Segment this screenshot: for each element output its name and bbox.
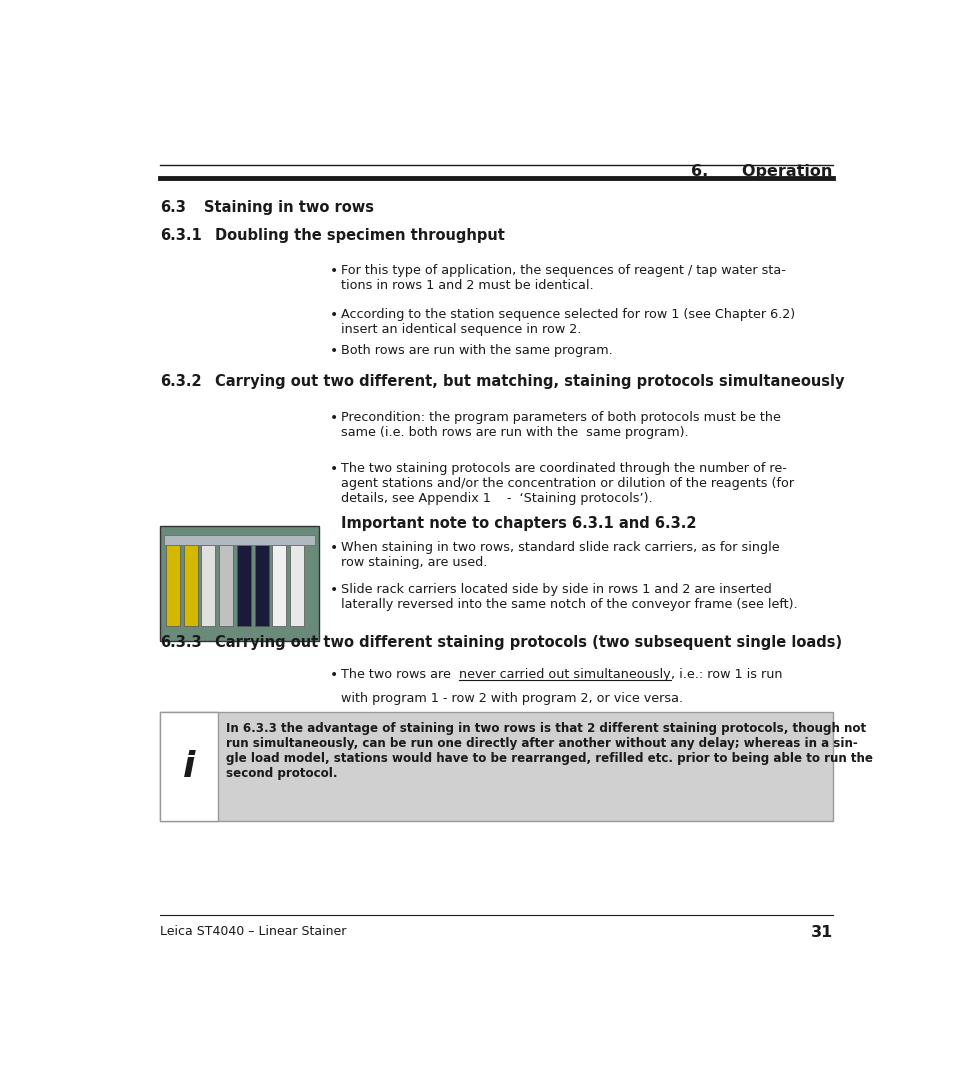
Text: •: • [330,345,338,359]
Text: 6.3.3: 6.3.3 [160,635,201,650]
Text: Both rows are run with the same program.: Both rows are run with the same program. [341,345,612,357]
FancyBboxPatch shape [164,535,314,544]
Text: Leica ST4040 – Linear Stainer: Leica ST4040 – Linear Stainer [160,926,346,939]
Text: never carried out simultaneously: never carried out simultaneously [458,669,670,681]
Text: •: • [330,410,338,424]
Text: When staining in two rows, standard slide rack carriers, as for single
row stain: When staining in two rows, standard slid… [341,541,779,569]
FancyBboxPatch shape [160,526,318,642]
Text: Carrying out two different staining protocols (two subsequent single loads): Carrying out two different staining prot… [215,635,841,650]
FancyBboxPatch shape [254,544,269,626]
Text: Slide rack carriers located side by side in rows 1 and 2 are inserted
laterally : Slide rack carriers located side by side… [341,583,797,611]
Text: •: • [330,541,338,555]
Text: 6.      Operation: 6. Operation [691,164,832,178]
FancyBboxPatch shape [201,544,215,626]
Text: 31: 31 [810,926,832,941]
Text: i: i [182,750,194,784]
FancyBboxPatch shape [166,544,180,626]
Text: •: • [330,462,338,476]
Text: with program 1 - row 2 with program 2, or vice versa.: with program 1 - row 2 with program 2, o… [341,692,682,705]
Text: 6.3: 6.3 [160,200,186,215]
Text: •: • [330,583,338,597]
Text: Doubling the specimen throughput: Doubling the specimen throughput [215,228,505,243]
Text: •: • [330,669,338,683]
Text: Precondition: the program parameters of both protocols must be the
same (i.e. bo: Precondition: the program parameters of … [341,410,781,438]
FancyBboxPatch shape [160,712,217,822]
Text: •: • [330,265,338,279]
Text: •: • [330,308,338,322]
Text: 6.3.1: 6.3.1 [160,228,201,243]
FancyBboxPatch shape [219,544,233,626]
FancyBboxPatch shape [236,544,251,626]
Text: The two rows are: The two rows are [341,669,458,681]
Text: Carrying out two different, but matching, staining protocols simultaneously: Carrying out two different, but matching… [215,374,844,389]
Text: According to the station sequence selected for row 1 (see Chapter 6.2)
insert an: According to the station sequence select… [341,308,795,336]
Text: In 6.3.3 the advantage of staining in two rows is that 2 different staining prot: In 6.3.3 the advantage of staining in tw… [226,721,873,780]
Text: The two staining protocols are coordinated through the number of re-
agent stati: The two staining protocols are coordinat… [341,462,793,505]
FancyBboxPatch shape [272,544,286,626]
FancyBboxPatch shape [290,544,304,626]
Text: For this type of application, the sequences of reagent / tap water sta-
tions in: For this type of application, the sequen… [341,265,785,293]
Text: Important note to chapters 6.3.1 and 6.3.2: Important note to chapters 6.3.1 and 6.3… [341,516,696,531]
Text: , i.e.: row 1 is run: , i.e.: row 1 is run [670,669,781,681]
Text: Staining in two rows: Staining in two rows [204,200,374,215]
FancyBboxPatch shape [183,544,197,626]
Text: 6.3.2: 6.3.2 [160,374,201,389]
FancyBboxPatch shape [160,712,832,822]
